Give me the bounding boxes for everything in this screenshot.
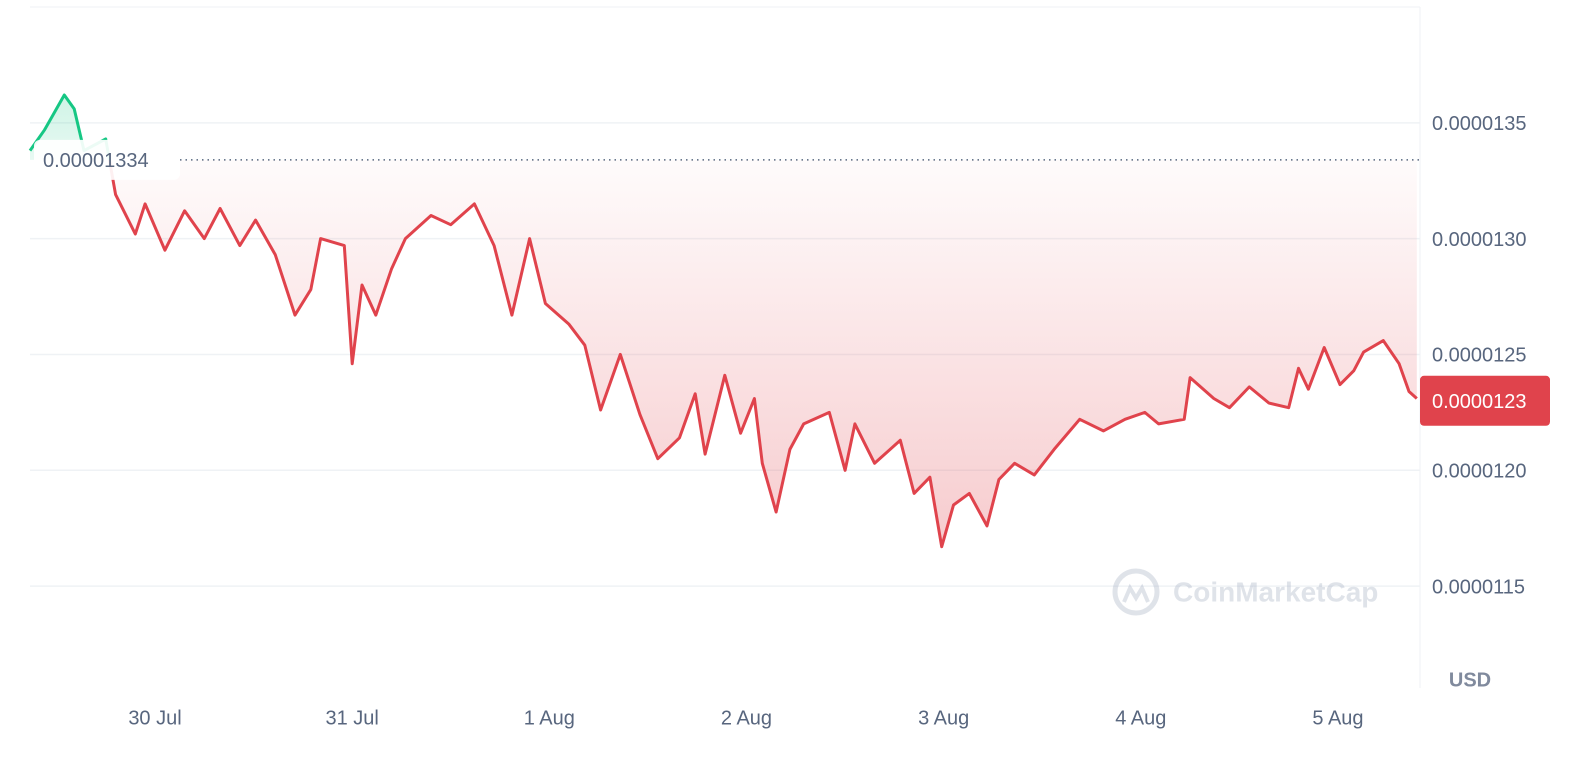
reference-label-box [34,139,180,180]
x-tick-label: 2 Aug [721,707,772,729]
x-tick-label: 3 Aug [918,707,969,729]
y-tick-label: 0.0000130 [1432,229,1527,251]
watermark: CoinMarketCap [1112,568,1378,616]
y-tick-label: 0.0000115 [1432,576,1525,598]
x-tick-label: 4 Aug [1115,707,1166,729]
y-tick-label: 0.0000125 [1432,345,1527,367]
x-tick-label: 1 Aug [524,707,575,729]
price-area [30,95,1417,547]
reference-label: 0.00001334 [43,150,149,172]
current-price-box [1420,375,1550,426]
y-tick-label: 0.0000135 [1432,113,1527,135]
x-tick-label: 31 Jul [325,707,378,729]
currency-label: USD [1449,669,1491,691]
price-line [28,93,1418,549]
y-tick-label: 0.0000120 [1432,461,1527,483]
x-tick-label: 30 Jul [128,707,181,729]
watermark-text: CoinMarketCap [1173,576,1378,607]
x-tick-label: 5 Aug [1312,707,1363,729]
current-price-label: 0.0000123 [1432,391,1527,413]
